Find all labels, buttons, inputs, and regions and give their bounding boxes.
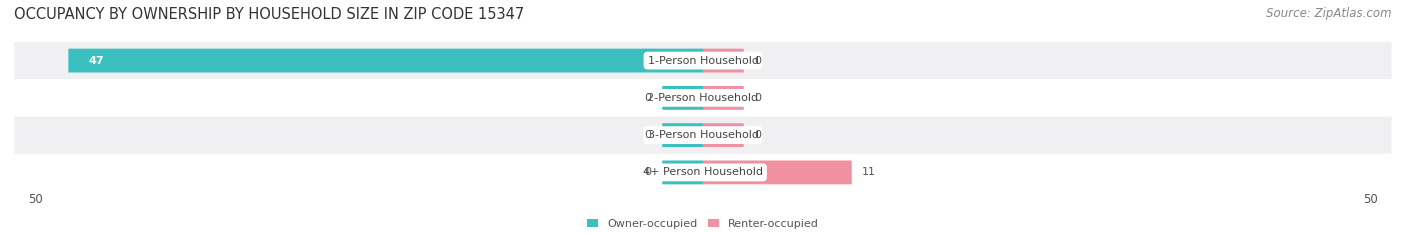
FancyBboxPatch shape (703, 161, 852, 184)
Text: 0: 0 (645, 168, 652, 177)
FancyBboxPatch shape (662, 86, 703, 110)
Text: 3-Person Household: 3-Person Household (648, 130, 758, 140)
Text: 0: 0 (645, 130, 652, 140)
FancyBboxPatch shape (703, 86, 744, 110)
FancyBboxPatch shape (69, 49, 703, 72)
Text: 1-Person Household: 1-Person Household (648, 56, 758, 65)
Text: Source: ZipAtlas.com: Source: ZipAtlas.com (1267, 7, 1392, 20)
Text: 50: 50 (28, 193, 42, 206)
FancyBboxPatch shape (703, 49, 744, 72)
Text: 50: 50 (1364, 193, 1378, 206)
FancyBboxPatch shape (662, 161, 703, 184)
FancyBboxPatch shape (703, 123, 744, 147)
FancyBboxPatch shape (14, 79, 1392, 116)
Text: OCCUPANCY BY OWNERSHIP BY HOUSEHOLD SIZE IN ZIP CODE 15347: OCCUPANCY BY OWNERSHIP BY HOUSEHOLD SIZE… (14, 7, 524, 22)
Legend: Owner-occupied, Renter-occupied: Owner-occupied, Renter-occupied (582, 214, 824, 233)
FancyBboxPatch shape (14, 116, 1392, 154)
FancyBboxPatch shape (14, 154, 1392, 191)
Text: 2-Person Household: 2-Person Household (647, 93, 759, 103)
Text: 0: 0 (754, 130, 761, 140)
Text: 11: 11 (862, 168, 876, 177)
Text: 4+ Person Household: 4+ Person Household (643, 168, 763, 177)
FancyBboxPatch shape (14, 42, 1392, 79)
FancyBboxPatch shape (662, 123, 703, 147)
Text: 0: 0 (754, 56, 761, 65)
Text: 0: 0 (754, 93, 761, 103)
Text: 0: 0 (645, 93, 652, 103)
Text: 47: 47 (89, 56, 104, 65)
